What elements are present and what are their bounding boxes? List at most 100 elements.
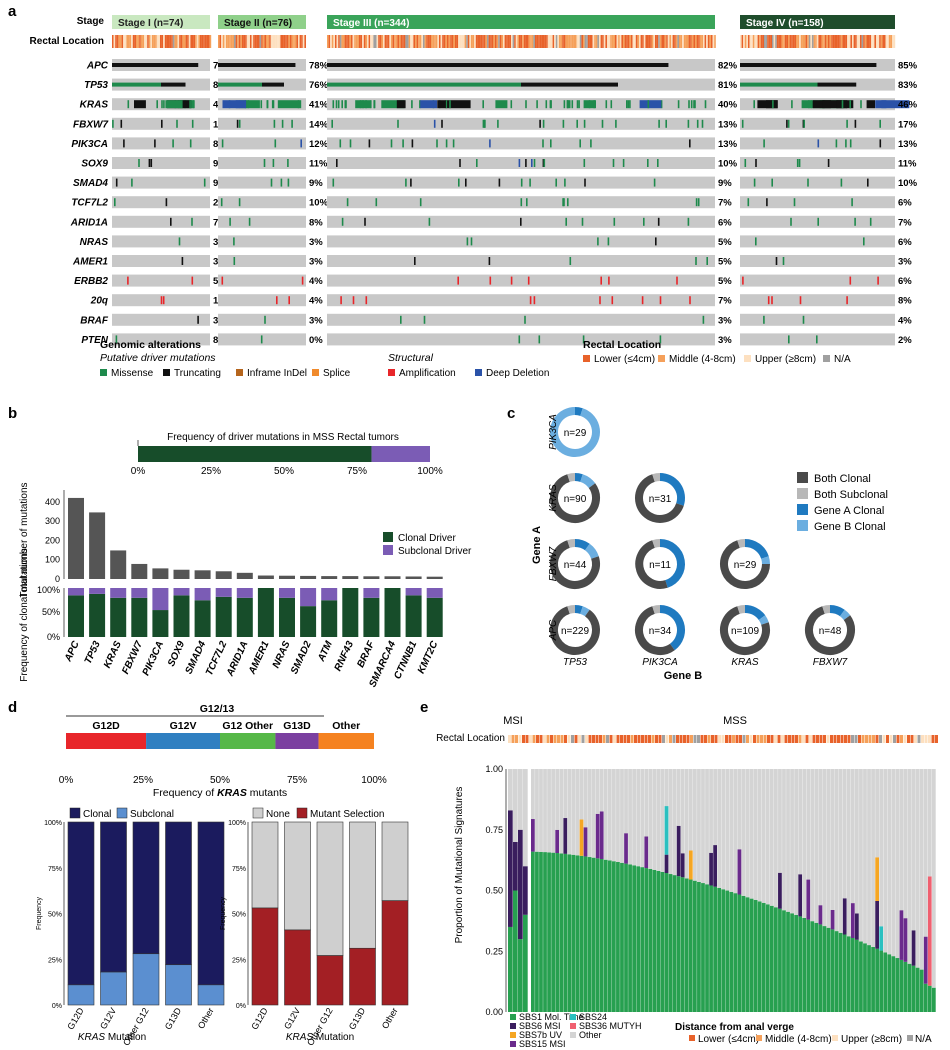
mutation-mark xyxy=(613,217,616,226)
subclonal-legend: Subclonal Driver xyxy=(398,546,472,557)
splice-swatch xyxy=(312,369,319,376)
signature-other xyxy=(539,769,543,852)
signature-other xyxy=(822,769,827,927)
d-legend-clonal: Clonal xyxy=(83,809,111,820)
signature-other xyxy=(802,769,807,918)
oncoprint-row-bg xyxy=(218,176,306,189)
location-cell xyxy=(760,735,763,743)
d-x-tick: G12D xyxy=(249,1006,270,1032)
gene-label: PTEN xyxy=(81,335,108,346)
location-cell xyxy=(839,35,841,48)
mutation-mark xyxy=(410,178,412,187)
location-cell xyxy=(877,35,880,48)
signature-segment xyxy=(697,881,701,1012)
mss-label: MSS xyxy=(723,715,747,727)
location-cell xyxy=(874,35,876,48)
mutation-count-bars xyxy=(63,490,443,579)
mutation-mark xyxy=(364,217,366,226)
mutation-mark xyxy=(629,100,631,109)
signature-segment xyxy=(875,857,879,901)
location-cell xyxy=(879,735,882,743)
signature-segment xyxy=(765,904,770,1012)
gene-label: FBXW7 xyxy=(73,119,108,130)
signature-segment xyxy=(745,897,750,1012)
mutation-mark xyxy=(332,100,335,109)
legend-lower: Lower (≤4cm) xyxy=(594,354,655,365)
location-cell xyxy=(357,35,359,48)
mutation-mark xyxy=(280,178,283,187)
signature-segment xyxy=(717,887,722,1012)
signature-other xyxy=(555,769,560,830)
signature-other xyxy=(648,769,653,869)
location-cell xyxy=(714,735,718,743)
oncoprint-row-bg xyxy=(327,274,715,287)
clonal-legend-swatch xyxy=(383,532,393,542)
location-cell xyxy=(168,35,170,48)
location-cell xyxy=(680,35,683,48)
location-cell xyxy=(842,35,844,48)
mutation-mark xyxy=(539,119,541,128)
signature-other xyxy=(680,769,685,854)
location-cell xyxy=(690,35,692,48)
mutation-mark xyxy=(518,159,521,167)
stage-header-text: Stage III (n=344) xyxy=(333,18,409,29)
location-cell xyxy=(477,35,479,48)
location-cell xyxy=(508,735,511,743)
location-cell xyxy=(641,735,644,743)
mutation-count-bar xyxy=(363,576,380,579)
mutation-mark xyxy=(220,198,223,207)
mutation-mark xyxy=(849,276,852,285)
location-cell xyxy=(693,35,695,48)
location-cell xyxy=(621,35,623,48)
location-cell xyxy=(789,35,792,48)
signature-segment xyxy=(523,866,528,915)
kras-tick: 75% xyxy=(287,775,307,786)
location-cell xyxy=(333,35,335,48)
oncoprint-row-bg xyxy=(327,333,715,346)
gene-pct: 7% xyxy=(718,198,732,209)
signature-legend-label: SBS24 xyxy=(579,1012,607,1022)
signature-other xyxy=(725,769,730,891)
signature-other xyxy=(846,769,851,937)
location-cell xyxy=(131,35,133,48)
signature-segment xyxy=(761,902,766,1012)
location-cell xyxy=(781,35,784,48)
stage-row-label: Stage xyxy=(77,16,105,27)
y-tick: 300 xyxy=(45,516,60,526)
mutation-count-bar xyxy=(89,512,106,579)
location-cell xyxy=(290,35,292,48)
signature-other xyxy=(575,769,580,856)
signature-segment xyxy=(664,806,669,855)
mutation-mark xyxy=(270,178,273,187)
stack-top xyxy=(100,821,127,973)
location-cell xyxy=(637,35,639,48)
signature-segment xyxy=(859,941,863,1012)
d-ylabel: Frequency xyxy=(220,896,227,930)
oncoprint-row-bg xyxy=(218,235,306,248)
d-ylabel: Frequency xyxy=(36,896,43,930)
stack-bottom xyxy=(381,900,409,1006)
mutation-count-bar xyxy=(152,568,169,579)
signature-segment xyxy=(709,885,713,1012)
mutation-band xyxy=(327,63,669,67)
gene-b-label: PIK3CA xyxy=(642,657,678,668)
location-cell xyxy=(509,35,511,48)
mutation-mark xyxy=(191,217,193,226)
mutation-mark xyxy=(115,178,118,187)
mutation-count-bar xyxy=(426,576,443,579)
signature-other xyxy=(879,769,884,927)
location-cell xyxy=(567,35,569,48)
location-cell xyxy=(630,735,634,743)
ylabel-total: Total number of mutations xyxy=(19,482,30,597)
gene-pct: 3% xyxy=(718,315,732,326)
donut-count: n=11 xyxy=(649,560,671,571)
location-cell xyxy=(760,35,763,48)
signature-other xyxy=(782,769,786,911)
stack-top xyxy=(284,821,311,931)
freq-tick-label: 75% xyxy=(347,466,367,477)
signature-other xyxy=(761,769,766,903)
d-y-tick: 0% xyxy=(52,1003,62,1010)
signature-other xyxy=(697,769,701,882)
signature-other xyxy=(867,769,871,946)
signature-segment xyxy=(778,872,782,909)
